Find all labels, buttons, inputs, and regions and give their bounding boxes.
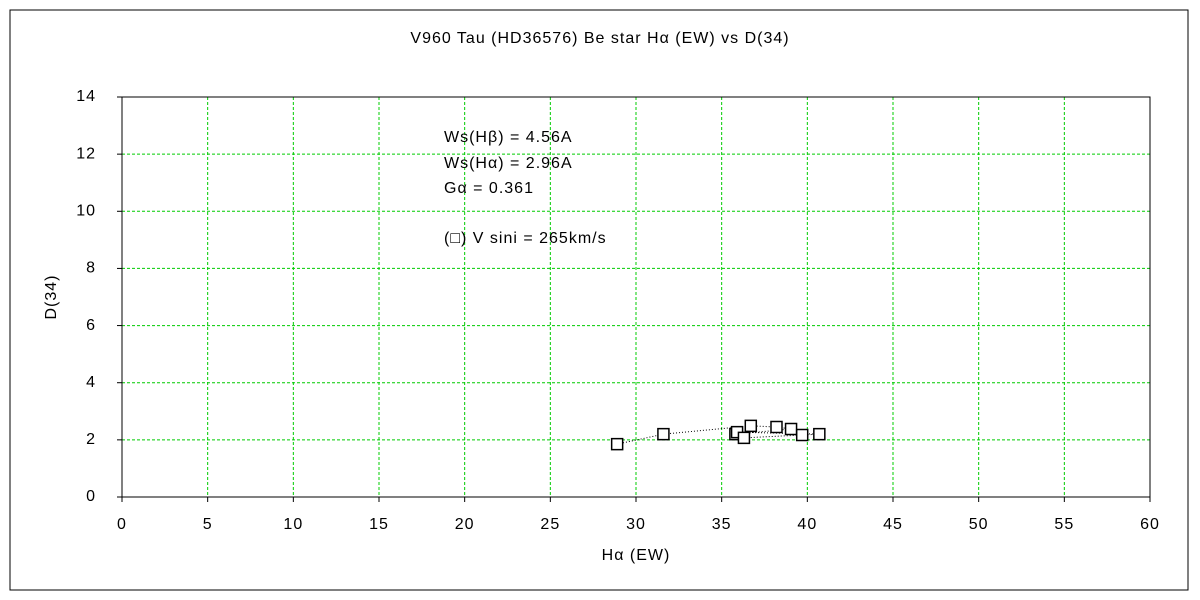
x-tick-label: 5 <box>203 516 213 533</box>
y-tick-label: 8 <box>86 260 96 277</box>
point <box>813 427 826 441</box>
x-axis-label: Hα (EW) <box>602 547 671 564</box>
annotation: Ws(Hβ) = 4.56A <box>444 129 573 146</box>
point <box>657 427 670 441</box>
point <box>737 431 751 445</box>
point <box>795 428 809 442</box>
x-tick-label: 10 <box>283 516 303 533</box>
x-tick-label: 0 <box>117 516 127 533</box>
frame <box>9 9 1189 591</box>
x-tick-label: 50 <box>969 516 989 533</box>
point <box>770 420 783 434</box>
annotation: Gα = 0.361 <box>444 180 534 197</box>
plot-border <box>121 96 1151 498</box>
x-tick-label: 60 <box>1140 516 1160 533</box>
y-tick-label: 14 <box>76 88 96 105</box>
y-tick-label: 10 <box>76 203 96 220</box>
connect-line <box>617 425 820 445</box>
annotation: (□) V sini = 265km/s <box>444 230 607 247</box>
y-axis-label: D(34) <box>43 274 60 319</box>
point <box>610 437 624 451</box>
point <box>784 422 798 436</box>
chart-title: V960 Tau (HD36576) Be star Hα (EW) vs D(… <box>410 30 789 47</box>
y-tick-label: 4 <box>86 374 96 391</box>
x-tick-label: 35 <box>712 516 732 533</box>
point <box>744 419 758 433</box>
x-tick-label: 55 <box>1054 516 1074 533</box>
x-tick-label: 30 <box>626 516 646 533</box>
y-tick-label: 6 <box>86 317 96 334</box>
x-tick-label: 25 <box>540 516 560 533</box>
x-tick-label: 40 <box>797 516 817 533</box>
x-tick-label: 45 <box>883 516 903 533</box>
x-tick-label: 20 <box>455 516 475 533</box>
x-tick-label: 15 <box>369 516 389 533</box>
y-tick-label: 0 <box>86 488 96 505</box>
annotation: Ws(Hα) = 2.96A <box>444 155 573 172</box>
y-tick-label: 2 <box>86 431 96 448</box>
y-tick-label: 12 <box>76 145 96 162</box>
